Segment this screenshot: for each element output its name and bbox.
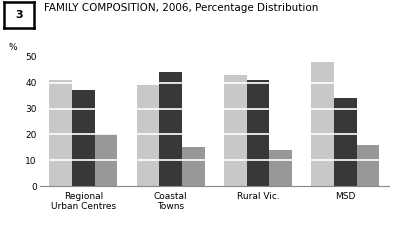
Bar: [334, 98, 357, 186]
Bar: [357, 145, 380, 186]
Bar: [270, 150, 292, 186]
Bar: [159, 72, 182, 186]
Text: FAMILY COMPOSITION, 2006, Percentage Distribution: FAMILY COMPOSITION, 2006, Percentage Dis…: [44, 3, 318, 13]
Bar: [247, 80, 270, 186]
Text: 3: 3: [15, 10, 23, 20]
Bar: [224, 75, 247, 186]
Bar: [72, 90, 95, 186]
Bar: [137, 85, 159, 186]
Bar: [182, 147, 205, 186]
Text: %: %: [8, 43, 17, 52]
Bar: [95, 134, 118, 186]
Bar: [311, 62, 334, 186]
Bar: [49, 80, 72, 186]
